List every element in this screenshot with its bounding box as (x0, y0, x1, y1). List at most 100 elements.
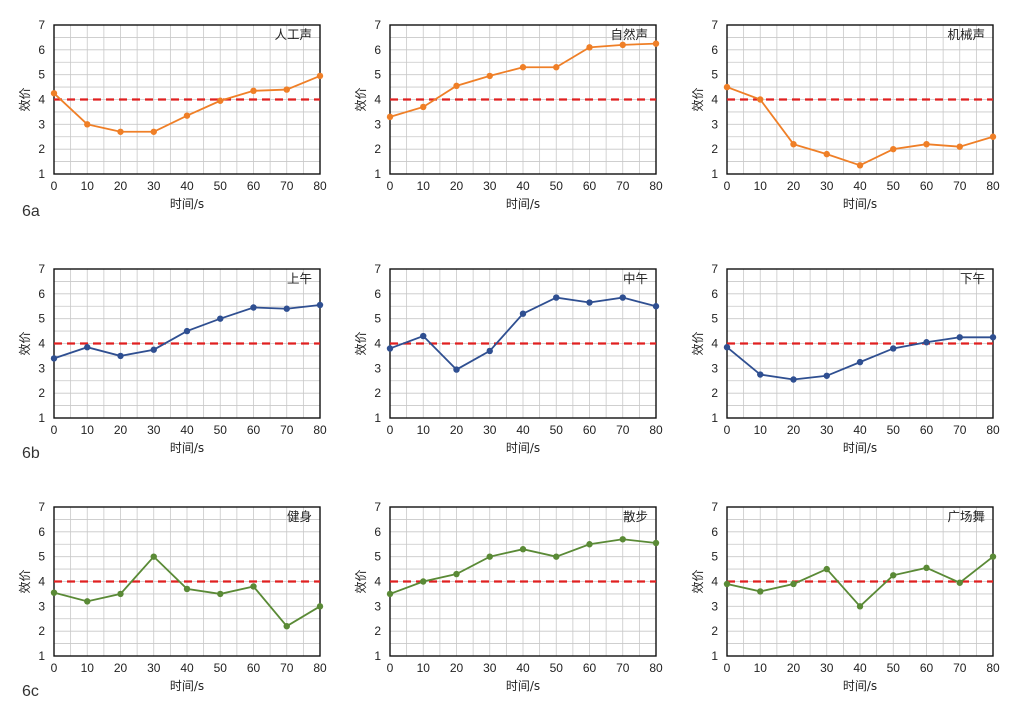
y-tick-label: 2 (38, 624, 45, 638)
data-point (956, 579, 963, 586)
x-tick-label: 40 (180, 423, 194, 437)
x-tick-label: 20 (450, 423, 464, 437)
data-point (519, 310, 527, 317)
y-tick-label: 7 (374, 500, 381, 514)
data-point (586, 541, 593, 548)
y-tick-label: 2 (711, 624, 718, 638)
x-tick-label: 80 (313, 179, 327, 193)
data-point (386, 345, 394, 352)
y-axis-label: 效价 (353, 87, 368, 111)
x-axis-label: 时间/s (843, 197, 877, 211)
y-tick-label: 1 (38, 411, 45, 425)
data-point (217, 97, 224, 104)
x-tick-label: 40 (516, 423, 530, 437)
x-tick-label: 0 (51, 423, 58, 437)
chart-title: 健身 (287, 509, 312, 524)
x-tick-label: 70 (280, 661, 294, 675)
data-point (283, 623, 290, 630)
x-tick-label: 10 (81, 179, 95, 193)
x-tick-label: 80 (313, 423, 327, 437)
x-axis-label: 时间/s (843, 679, 877, 693)
data-point (823, 150, 830, 158)
data-point (150, 128, 157, 135)
x-tick-label: 0 (724, 661, 731, 675)
x-tick-label: 60 (247, 179, 261, 193)
y-tick-label: 7 (38, 500, 45, 514)
x-tick-label: 40 (853, 661, 867, 675)
x-tick-label: 30 (147, 661, 161, 675)
x-tick-label: 10 (754, 179, 768, 193)
y-tick-label: 6 (711, 43, 718, 57)
y-tick-label: 4 (711, 337, 718, 351)
x-tick-label: 60 (247, 423, 261, 437)
grid (53, 268, 321, 419)
data-point (183, 327, 191, 335)
data-point (823, 565, 830, 573)
x-tick-label: 20 (114, 179, 128, 193)
y-tick-label: 3 (38, 599, 45, 613)
data-point (453, 366, 460, 373)
data-point (586, 44, 593, 51)
data-point (652, 40, 660, 47)
y-tick-label: 5 (711, 68, 718, 82)
y-tick-label: 4 (38, 93, 45, 107)
x-tick-label: 50 (214, 423, 228, 437)
y-tick-label: 1 (711, 411, 718, 425)
y-tick-label: 6 (374, 525, 381, 539)
x-tick-label: 40 (180, 179, 194, 193)
x-tick-label: 60 (583, 423, 597, 437)
x-tick-label: 0 (387, 179, 394, 193)
x-tick-label: 30 (820, 423, 834, 437)
data-point (723, 344, 731, 351)
x-axis-label: 时间/s (843, 441, 877, 455)
row-label: 6c (22, 683, 39, 700)
y-tick-label: 3 (374, 117, 381, 131)
x-axis-label: 时间/s (506, 197, 540, 211)
data-point (420, 103, 427, 111)
y-tick-label: 2 (711, 142, 718, 156)
x-tick-label: 50 (550, 179, 564, 193)
x-tick-label: 50 (887, 423, 901, 437)
data-point (50, 589, 58, 596)
y-axis-label: 效价 (353, 331, 368, 355)
y-tick-label: 6 (38, 287, 45, 301)
y-tick-label: 4 (38, 337, 45, 351)
y-axis-label: 效价 (17, 331, 32, 355)
data-point (150, 346, 157, 353)
x-tick-label: 30 (483, 179, 497, 193)
x-tick-label: 60 (247, 661, 261, 675)
x-tick-label: 20 (450, 661, 464, 675)
x-tick-label: 50 (214, 661, 228, 675)
data-point (890, 345, 897, 352)
y-tick-label: 6 (38, 43, 45, 57)
x-tick-label: 70 (616, 661, 630, 675)
x-tick-label: 80 (649, 423, 663, 437)
y-tick-label: 5 (38, 550, 45, 564)
data-point (757, 371, 764, 378)
x-tick-label: 80 (986, 423, 1000, 437)
chart-title: 下午 (960, 271, 985, 286)
y-tick-label: 6 (38, 525, 45, 539)
chart-title: 上午 (287, 271, 312, 286)
data-point (956, 143, 963, 150)
data-point (117, 352, 124, 360)
x-axis-label: 时间/s (170, 197, 204, 211)
x-axis-label: 时间/s (506, 441, 540, 455)
x-tick-label: 20 (450, 179, 464, 193)
data-point (553, 553, 560, 560)
x-tick-label: 50 (887, 661, 901, 675)
x-tick-label: 20 (787, 179, 801, 193)
x-tick-label: 60 (583, 661, 597, 675)
x-tick-label: 10 (81, 661, 95, 675)
x-tick-label: 70 (280, 423, 294, 437)
x-tick-label: 10 (417, 179, 431, 193)
data-point (989, 553, 997, 560)
x-tick-label: 10 (417, 423, 431, 437)
data-point (250, 304, 257, 311)
data-point (757, 96, 764, 103)
chart-title: 中午 (623, 271, 648, 286)
